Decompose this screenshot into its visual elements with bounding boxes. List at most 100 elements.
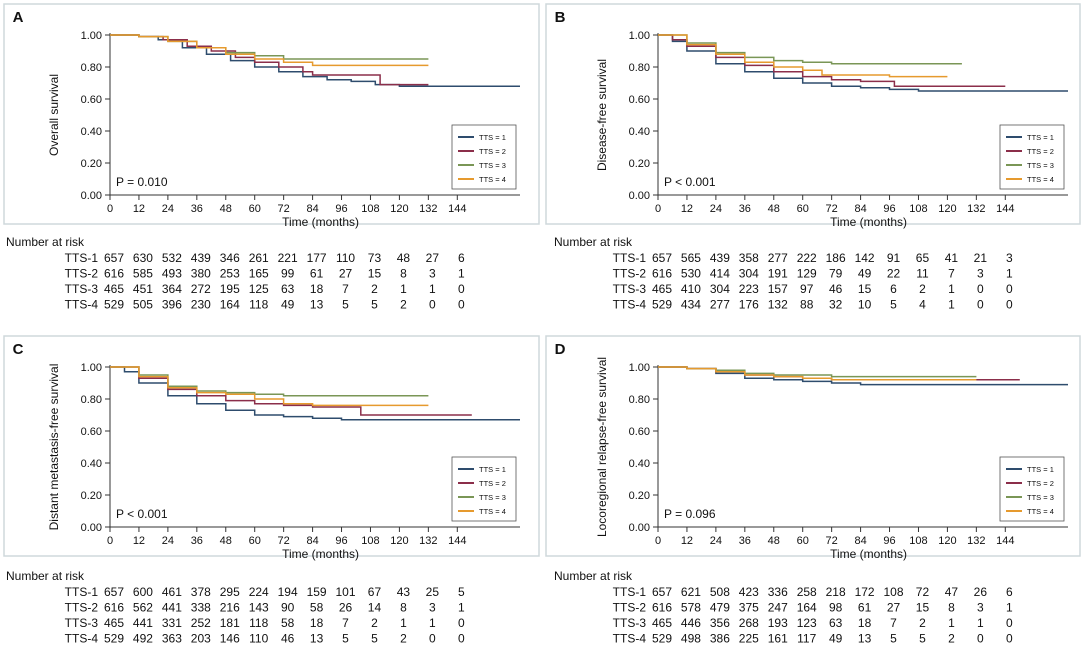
- risk-cell: 10: [858, 298, 872, 312]
- x-tick-label: 96: [883, 535, 895, 547]
- legend-entry: TTS = 4: [479, 175, 506, 184]
- risk-cell: 15: [368, 267, 382, 281]
- risk-cell: 461: [162, 585, 182, 599]
- risk-cell: 0: [458, 298, 465, 312]
- risk-row-label: TTS-1: [613, 251, 647, 265]
- risk-cell: 97: [800, 282, 814, 296]
- x-tick-label: 24: [710, 203, 722, 215]
- risk-cell: 195: [220, 282, 240, 296]
- risk-cell: 221: [278, 251, 298, 265]
- risk-cell: 616: [652, 267, 672, 281]
- risk-cell: 90: [281, 601, 295, 615]
- y-tick-label: 0.40: [81, 126, 102, 138]
- risk-cell: 1: [948, 298, 955, 312]
- risk-cell: 223: [739, 282, 759, 296]
- risk-row-label: TTS-2: [65, 601, 99, 615]
- y-tick-label: 0.20: [81, 490, 102, 502]
- risk-cell: 181: [220, 616, 240, 630]
- y-tick-label: 0.40: [629, 126, 650, 138]
- legend-entry: TTS = 3: [479, 161, 506, 170]
- panel-b: B 0.00 0.20 0.40 0.60 0.80 1.00 Disease-free su…: [545, 3, 1081, 312]
- risk-cell: 1: [429, 616, 436, 630]
- legend-entry: TTS = 2: [1027, 479, 1054, 488]
- risk-cell: 5: [371, 298, 378, 312]
- y-axis-title: Distant metastasis-free survival: [47, 364, 61, 531]
- panel-frame: [3, 335, 540, 557]
- panel-frame: [545, 335, 1081, 557]
- risk-cell: 358: [739, 251, 759, 265]
- risk-cell: 142: [855, 251, 875, 265]
- risk-cell: 5: [342, 298, 349, 312]
- y-tick-label: 0.60: [629, 426, 650, 438]
- risk-cell: 164: [220, 298, 240, 312]
- risk-cell: 4: [919, 298, 926, 312]
- legend-entry: TTS = 3: [479, 493, 506, 502]
- x-tick-label: 144: [448, 203, 466, 215]
- risk-cell: 8: [948, 601, 955, 615]
- risk-cell: 224: [249, 585, 269, 599]
- x-tick-label: 144: [996, 535, 1014, 547]
- risk-cell: 15: [916, 601, 930, 615]
- risk-cell: 616: [104, 267, 124, 281]
- risk-cell: 0: [429, 298, 436, 312]
- risk-cell: 6: [1006, 585, 1013, 599]
- risk-cell: 375: [739, 601, 759, 615]
- legend-entry: TTS = 4: [1027, 175, 1054, 184]
- panel-d: D 0.00 0.20 0.40 0.60 0.80 1.00 Locoregional re…: [545, 335, 1081, 646]
- risk-cell: 386: [710, 632, 730, 646]
- risk-cell: 1: [458, 601, 465, 615]
- x-tick-label: 60: [249, 535, 261, 547]
- risk-cell: 73: [368, 251, 382, 265]
- risk-cell: 331: [162, 616, 182, 630]
- risk-cell: 8: [400, 267, 407, 281]
- y-tick-label: 0.80: [629, 62, 650, 74]
- y-tick-label: 1.00: [629, 362, 650, 374]
- risk-cell: 6: [890, 282, 897, 296]
- km-curve-tts4: [658, 34, 948, 78]
- x-tick-label: 0: [655, 535, 661, 547]
- risk-cell: 67: [368, 585, 382, 599]
- risk-cell: 125: [249, 282, 269, 296]
- risk-cell: 27: [887, 601, 901, 615]
- risk-cell: 230: [191, 298, 211, 312]
- risk-cell: 7: [342, 282, 349, 296]
- risk-cell: 11: [916, 267, 929, 281]
- risk-cell: 1: [1006, 267, 1013, 281]
- risk-cell: 43: [397, 585, 411, 599]
- panel-label: D: [555, 341, 566, 358]
- risk-cell: 529: [652, 632, 672, 646]
- risk-cell: 21: [974, 251, 988, 265]
- risk-cell: 165: [249, 267, 269, 281]
- risk-cell: 32: [829, 298, 843, 312]
- risk-cell: 65: [916, 251, 930, 265]
- risk-cell: 505: [133, 298, 153, 312]
- risk-cell: 446: [681, 616, 701, 630]
- risk-cell: 48: [397, 251, 411, 265]
- risk-cell: 101: [336, 585, 356, 599]
- risk-cell: 132: [768, 298, 788, 312]
- x-tick-label: 12: [133, 535, 145, 547]
- risk-cell: 529: [104, 632, 124, 646]
- panel-frame: [545, 3, 1081, 225]
- risk-row-label: TTS-3: [65, 282, 99, 296]
- risk-cell: 123: [797, 616, 817, 630]
- risk-cell: 22: [887, 267, 901, 281]
- risk-cell: 0: [429, 632, 436, 646]
- risk-cell: 18: [858, 616, 872, 630]
- x-tick-label: 36: [191, 203, 203, 215]
- legend: TTS = 1 TTS = 2 TTS = 3 TTS = 4: [451, 124, 517, 190]
- risk-cell: 479: [710, 601, 730, 615]
- risk-row-label: TTS-4: [613, 632, 647, 646]
- risk-cell: 0: [1006, 298, 1013, 312]
- risk-cell: 529: [652, 298, 672, 312]
- risk-cell: 565: [681, 251, 701, 265]
- risk-cell: 451: [133, 282, 153, 296]
- risk-cell: 13: [858, 632, 872, 646]
- risk-cell: 7: [890, 616, 897, 630]
- panel-label: A: [13, 9, 24, 26]
- risk-cell: 423: [739, 585, 759, 599]
- risk-cell: 465: [104, 616, 124, 630]
- y-tick-label: 1.00: [81, 362, 102, 374]
- risk-cell: 91: [887, 251, 901, 265]
